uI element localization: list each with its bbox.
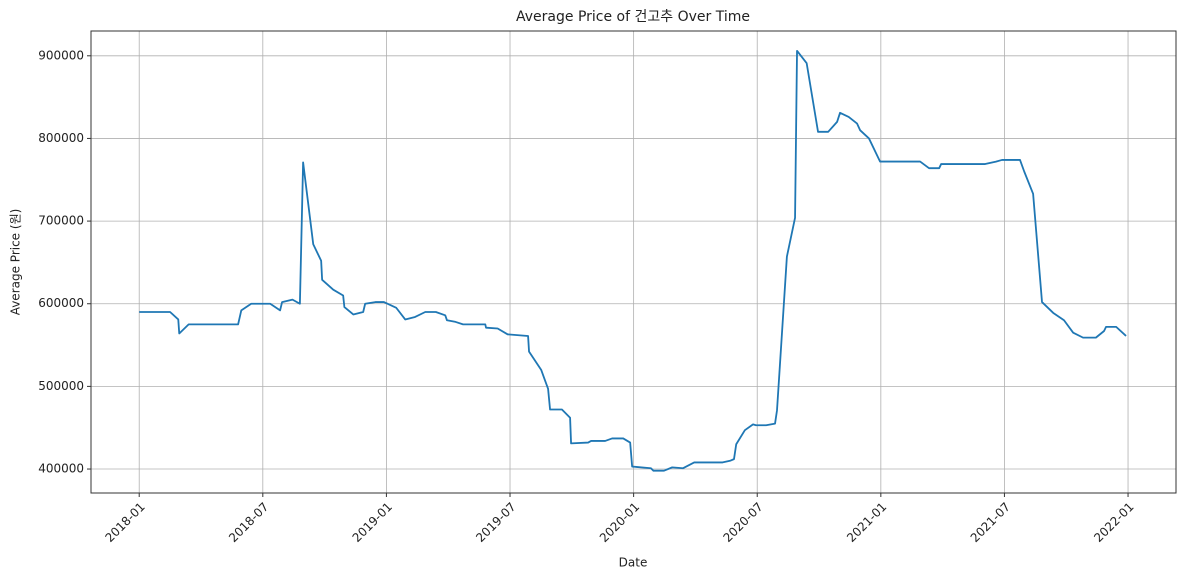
y-tick-label: 600000	[38, 296, 84, 310]
x-axis-label: Date	[619, 556, 648, 570]
y-tick-label: 400000	[38, 462, 84, 476]
data-line	[139, 49, 1127, 472]
y-tick-label: 700000	[38, 214, 84, 228]
y-tick-label: 500000	[38, 379, 84, 393]
plot-frame	[90, 30, 1177, 494]
y-axis-label: Average Price (원)	[9, 209, 23, 316]
y-tick-label: 800000	[38, 131, 84, 145]
chart-title: Average Price of 건고추 Over Time	[516, 9, 750, 25]
y-tick-label: 900000	[38, 48, 84, 62]
